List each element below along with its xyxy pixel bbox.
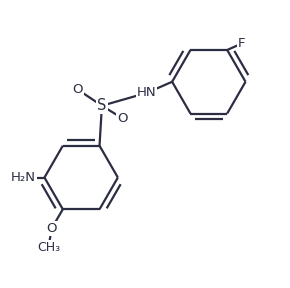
Text: O: O: [46, 222, 57, 235]
Text: CH₃: CH₃: [37, 241, 60, 254]
Text: F: F: [238, 37, 245, 50]
Text: S: S: [97, 98, 107, 113]
Text: O: O: [73, 83, 83, 96]
Text: HN: HN: [137, 86, 156, 99]
Text: H₂N: H₂N: [11, 171, 36, 184]
Text: O: O: [117, 112, 128, 125]
